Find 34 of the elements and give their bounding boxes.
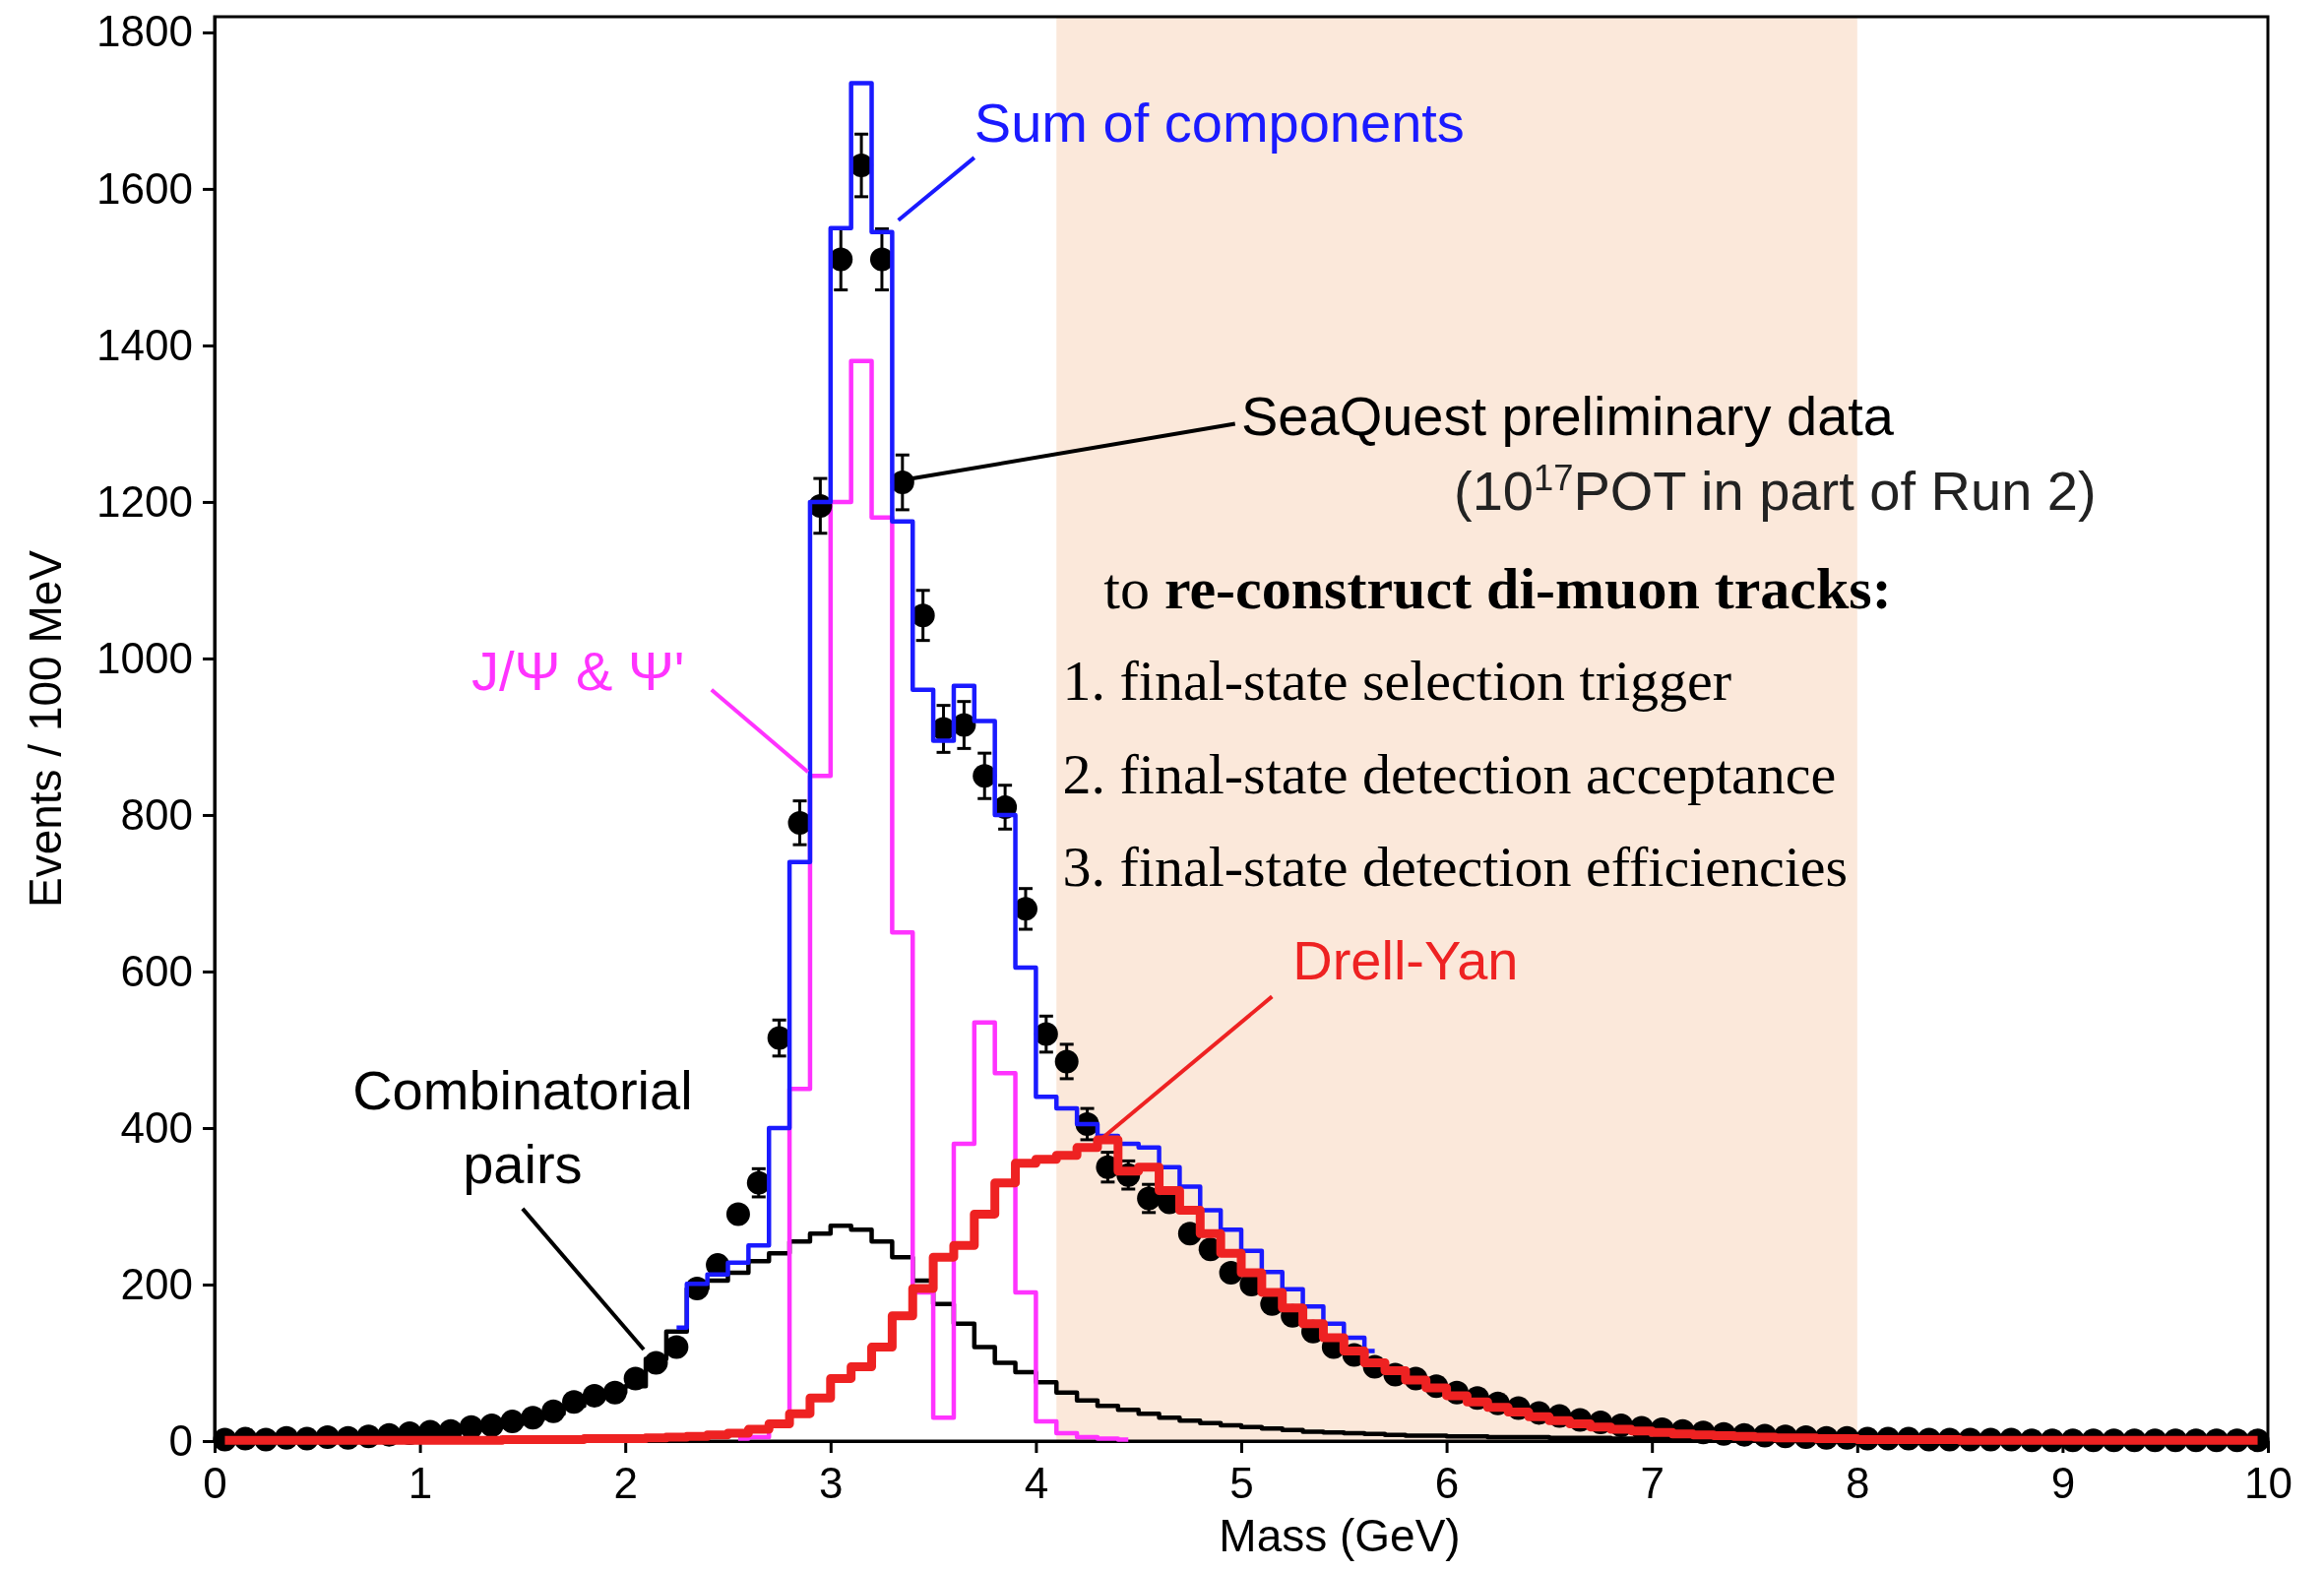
annotation: 1. final-state selection trigger [1062, 649, 1732, 714]
series-label: Sum of components [974, 92, 1465, 155]
y-tick-label: 1400 [96, 320, 193, 369]
y-tick-label: 600 [120, 946, 193, 995]
x-tick-label: 8 [1846, 1458, 1870, 1507]
y-axis-title: Events / 100 MeV [20, 549, 71, 909]
annotation: re-construct di-muon tracks: [1163, 556, 1892, 622]
y-tick-label: 1000 [96, 633, 193, 682]
x-tick-label: 3 [819, 1458, 844, 1507]
x-tick-label: 6 [1434, 1458, 1460, 1507]
annotation: (10$^{17}$POT in part of Run 2) [1454, 457, 2097, 522]
y-tick-label: 800 [120, 789, 193, 839]
x-tick-label: 9 [2050, 1458, 2076, 1507]
x-tick-label: 1 [408, 1458, 433, 1507]
y-tick-label: 1800 [96, 7, 193, 56]
y-tick-label: 400 [120, 1102, 193, 1152]
text: J/Ψ & Ψ' [471, 639, 685, 702]
x-tick-label: 10 [2244, 1458, 2293, 1507]
x-tick-label: 2 [613, 1458, 638, 1507]
x-tick-label: 0 [203, 1458, 227, 1507]
annotation: 2. final-state detection acceptance [1062, 741, 1837, 806]
text: SeaQuest preliminary data [1241, 385, 1895, 448]
y-tick-label: 1600 [96, 163, 193, 213]
x-tick-label: 5 [1229, 1458, 1254, 1507]
annotation: 3. final-state detection efficiencies [1062, 835, 1849, 900]
series-label: Combinatorial pairs [352, 1058, 693, 1195]
y-tick-label: 200 [120, 1259, 193, 1308]
y-tick-label: 1200 [96, 476, 193, 526]
y-tick-label: 0 [168, 1415, 193, 1465]
annotation: to [1103, 556, 1164, 622]
x-tick-label: 7 [1640, 1458, 1664, 1507]
x-tick-label: 4 [1024, 1458, 1049, 1507]
text: Drell-Yan [1292, 928, 1519, 991]
x-axis-title: Mass (GeV) [1219, 1510, 1461, 1561]
